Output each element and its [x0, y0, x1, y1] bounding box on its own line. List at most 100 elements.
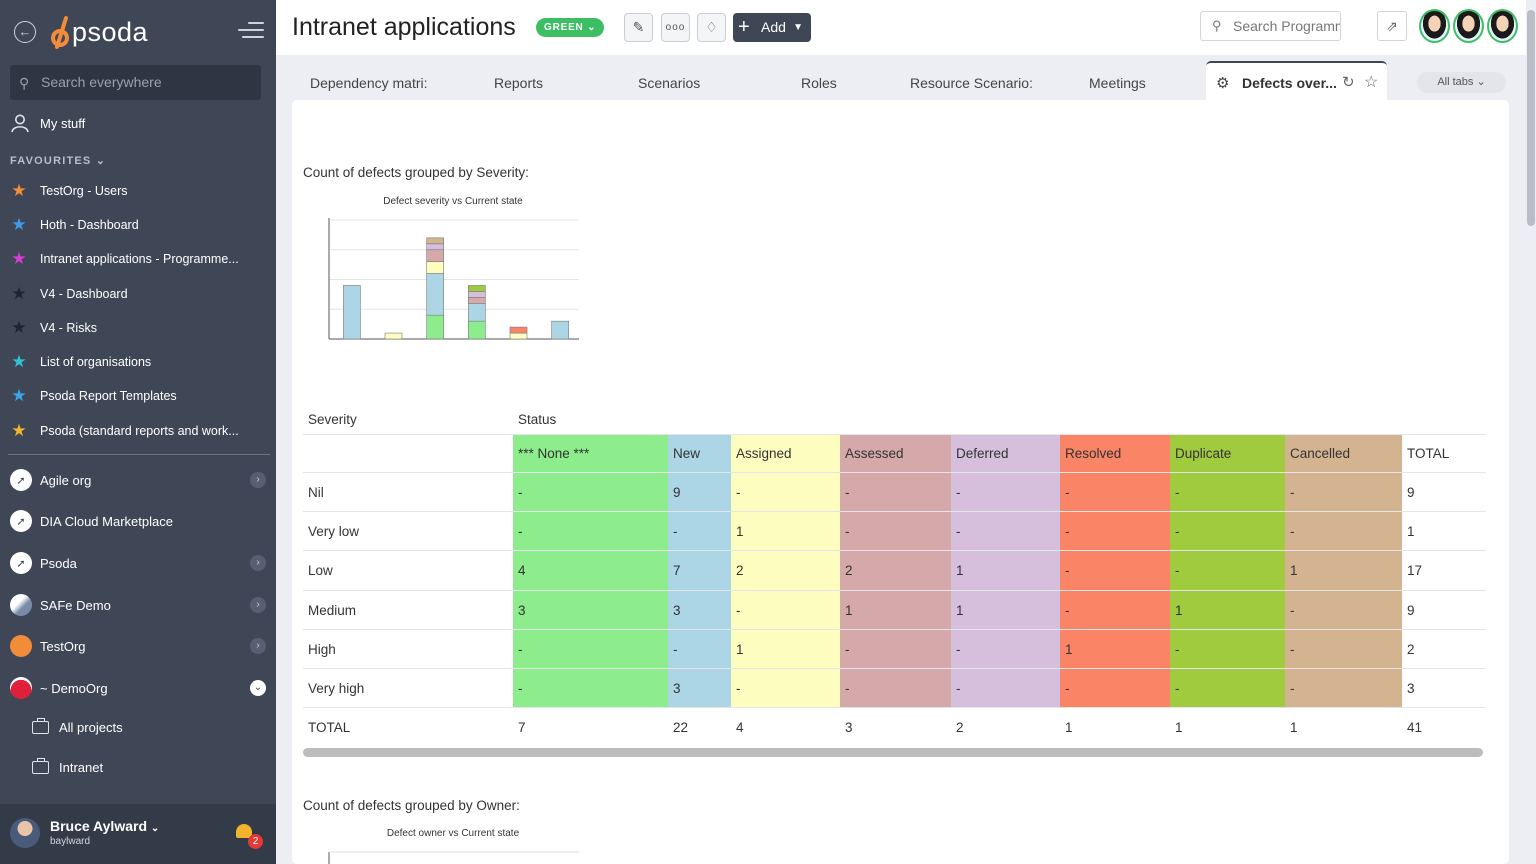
- tab-defects-overview[interactable]: ⚙ Defects over... ↻ ☆: [1206, 61, 1387, 101]
- sidebar-search-input[interactable]: ⚲ Search everywhere: [10, 65, 261, 100]
- add-label: Add: [761, 19, 786, 35]
- star-icon: ★: [11, 352, 27, 371]
- sub-item-label: Intranet: [59, 760, 104, 775]
- favourite-item[interactable]: ★ TestOrg - Users: [10, 181, 127, 201]
- page-title: Intranet applications: [292, 13, 516, 41]
- row-total-cell: 17: [1407, 563, 1423, 579]
- status-column-bg: [1170, 434, 1285, 709]
- table-cell: 3: [673, 602, 681, 618]
- org-item[interactable]: ➚ DIA Cloud Marketplace: [10, 510, 266, 532]
- total-row-label: TOTAL: [308, 720, 351, 736]
- table-cell: -: [736, 681, 741, 696]
- avatar[interactable]: [1487, 9, 1518, 43]
- collapse-menu-icon[interactable]: [238, 22, 264, 42]
- chevron-down-icon[interactable]: ⌄: [250, 680, 266, 696]
- table-cell: -: [1290, 485, 1295, 500]
- add-button[interactable]: + Add ▼: [733, 13, 811, 42]
- favourite-item[interactable]: ★ Psoda Report Templates: [10, 386, 176, 406]
- table-cell: -: [518, 485, 523, 500]
- org-item[interactable]: SAFe Demo ›: [10, 594, 266, 616]
- org-item[interactable]: ➚ Psoda ›: [10, 552, 266, 574]
- user-panel[interactable]: Bruce Aylward ⌄ baylward 2: [0, 804, 276, 864]
- table-cell: -: [736, 602, 741, 618]
- favourite-label: Intranet applications - Programme...: [40, 252, 239, 266]
- tab-meetings[interactable]: Meetings: [1089, 75, 1146, 91]
- user-name[interactable]: Bruce Aylward ⌄: [50, 818, 159, 834]
- active-tab-label: Defects over...: [1242, 75, 1337, 91]
- table-cell: -: [518, 524, 523, 540]
- compass-icon: ➚: [10, 469, 32, 491]
- notifications-icon[interactable]: [236, 824, 252, 838]
- severity-row-label: Very low: [308, 524, 360, 540]
- table-cell: -: [1175, 563, 1180, 579]
- table-cell: -: [1290, 681, 1295, 696]
- favourite-item[interactable]: ★ List of organisations: [10, 352, 151, 372]
- edit-button[interactable]: ✎: [624, 13, 653, 42]
- row-divider: [303, 511, 1486, 513]
- row-total-cell: 9: [1407, 602, 1415, 618]
- tab-scenarios[interactable]: Scenarios: [638, 75, 701, 91]
- status-badge[interactable]: GREEN ⌄: [536, 18, 605, 37]
- chevron-right-icon[interactable]: ›: [250, 597, 266, 613]
- favourites-heading[interactable]: FAVOURITES ⌄: [10, 154, 106, 167]
- favourite-item[interactable]: ★ Psoda (standard reports and work...: [10, 421, 238, 441]
- external-link-button[interactable]: ⇗: [1377, 11, 1407, 41]
- severity-row-label: Very high: [308, 681, 365, 696]
- table-cell: 1: [956, 563, 964, 579]
- favourite-item[interactable]: ★ Intranet applications - Programme...: [10, 249, 239, 269]
- page-scrollbar[interactable]: [1526, 0, 1536, 864]
- status-column-bg: [840, 434, 951, 709]
- my-stuff-link[interactable]: My stuff: [10, 113, 85, 133]
- table-cell: -: [1065, 681, 1070, 696]
- all-tabs-button[interactable]: All tabs ⌄: [1417, 72, 1506, 93]
- tab-dependency-matrix[interactable]: Dependency matri:: [310, 75, 428, 91]
- sidebar-divider: [8, 454, 270, 455]
- tab-roles[interactable]: Roles: [801, 75, 837, 91]
- grand-total-cell: 41: [1407, 720, 1423, 736]
- chevron-right-icon[interactable]: ›: [250, 472, 266, 488]
- programme-search-input[interactable]: ⚲ Search Programme (: [1200, 11, 1341, 41]
- org-item[interactable]: TestOrg ›: [10, 635, 266, 657]
- sub-item-intranet[interactable]: Intranet: [32, 758, 104, 775]
- column-total-cell: 22: [673, 720, 689, 736]
- org-item[interactable]: ➚ Agile org ›: [10, 469, 266, 491]
- column-total-cell: 3: [845, 720, 853, 736]
- scrollbar-thumb[interactable]: [1527, 10, 1535, 226]
- table-horizontal-scrollbar[interactable]: [303, 748, 1483, 757]
- table-cell: -: [845, 524, 850, 540]
- tab-resource-scenarios[interactable]: Resource Scenario:: [910, 75, 1033, 91]
- favourite-item[interactable]: ★ V4 - Risks: [10, 318, 97, 338]
- favourite-item[interactable]: ★ V4 - Dashboard: [10, 284, 127, 304]
- favourite-item[interactable]: ★ Hoth - Dashboard: [10, 215, 138, 235]
- org-item[interactable]: ~ DemoOrg ⌄: [10, 677, 266, 699]
- tag-button[interactable]: ♢: [697, 13, 726, 42]
- table-cell: -: [845, 485, 850, 500]
- table-cell: -: [956, 485, 961, 500]
- status-column-bg: [668, 434, 731, 709]
- total-column-header: TOTAL: [1407, 446, 1450, 461]
- star-outline-icon[interactable]: ☆: [1364, 74, 1379, 91]
- chevron-down-icon: ⌄: [587, 22, 597, 33]
- avatar[interactable]: [1453, 9, 1484, 43]
- chart-bar: [426, 314, 444, 340]
- chart-bar: [468, 303, 486, 322]
- severity-row-label: High: [308, 641, 336, 657]
- back-icon[interactable]: ←: [14, 21, 36, 43]
- section-severity-label: Count of defects grouped by Severity:: [303, 165, 529, 180]
- org-logo-icon: [10, 677, 32, 699]
- chevron-right-icon[interactable]: ›: [250, 555, 266, 571]
- owner-chart: Defect owner vs Current state: [328, 828, 579, 864]
- chevron-right-icon[interactable]: ›: [250, 638, 266, 654]
- avatar[interactable]: [1419, 9, 1450, 43]
- star-icon: ★: [11, 386, 27, 405]
- sub-item-all-projects[interactable]: All projects: [32, 718, 123, 735]
- table-cell: 7: [673, 563, 681, 579]
- status-column-header: Resolved: [1065, 446, 1122, 461]
- table-cell: 3: [518, 602, 526, 618]
- tab-reports[interactable]: Reports: [494, 75, 544, 91]
- refresh-icon[interactable]: ↻: [1342, 74, 1355, 91]
- more-options-button[interactable]: ooo: [661, 13, 690, 42]
- logo-text: psoda: [72, 17, 149, 47]
- table-cell: -: [1065, 602, 1070, 618]
- status-column-header: Cancelled: [1290, 446, 1351, 461]
